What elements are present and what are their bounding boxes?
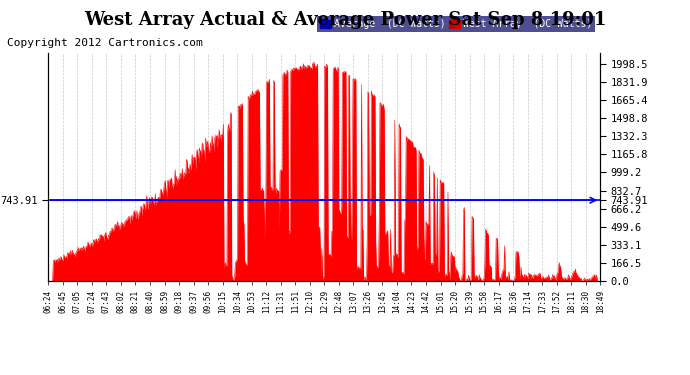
Text: Copyright 2012 Cartronics.com: Copyright 2012 Cartronics.com — [7, 38, 203, 48]
Legend: Average  (DC Watts), West Array  (DC Watts): Average (DC Watts), West Array (DC Watts… — [317, 16, 595, 32]
Text: West Array Actual & Average Power Sat Sep 8 19:01: West Array Actual & Average Power Sat Se… — [83, 11, 607, 29]
